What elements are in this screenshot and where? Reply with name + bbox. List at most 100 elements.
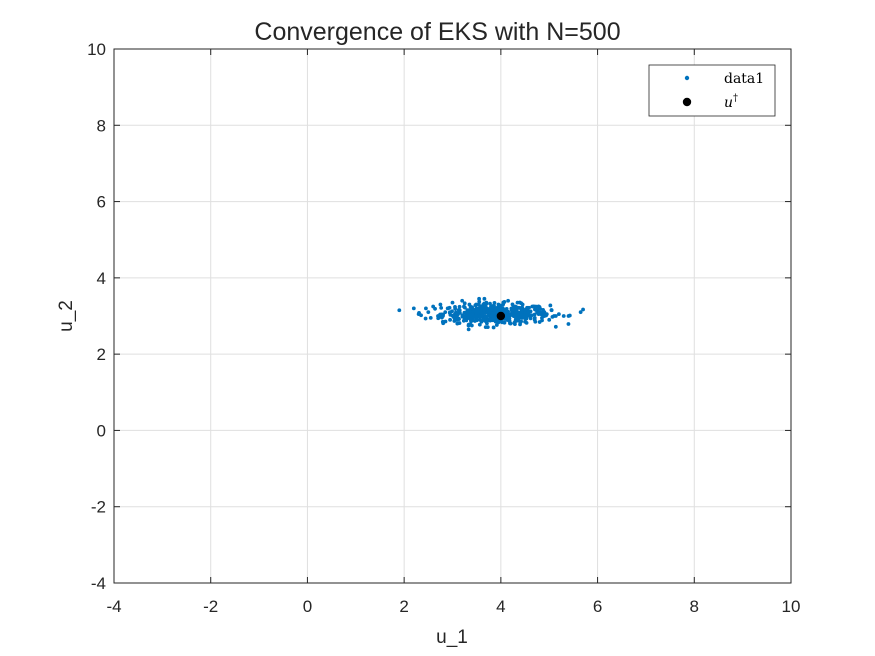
data1-point (541, 307, 545, 312)
data1-point (511, 313, 516, 318)
data1-point (462, 305, 467, 310)
data1-point (550, 314, 555, 319)
data1-point (489, 313, 494, 318)
legend-label-u-dagger: u† (724, 93, 738, 111)
data1-point (485, 306, 490, 311)
data1-point (553, 314, 558, 318)
data1-point (450, 300, 455, 305)
y-tick-label: -2 (91, 498, 106, 517)
data1-point (477, 299, 482, 304)
y-tick-label: 6 (97, 193, 106, 212)
data1-point (533, 319, 538, 324)
axes-box (113, 48, 792, 584)
data1-point (411, 306, 416, 311)
data1-point (488, 301, 492, 306)
data1-point (482, 296, 487, 301)
data1-point (466, 327, 471, 332)
data1-point (474, 313, 479, 318)
data1-point (438, 312, 443, 317)
data1-point (532, 316, 537, 320)
data1-point (441, 321, 446, 326)
data1-point (483, 325, 488, 330)
data1-point (423, 316, 428, 321)
data1-point (566, 322, 571, 326)
data1-point (494, 306, 499, 310)
x-tick-label: -2 (203, 597, 218, 616)
data1-point (541, 310, 546, 315)
data1-point (457, 304, 462, 309)
data1-point (506, 309, 511, 314)
y-tick-label: 10 (87, 40, 106, 59)
data1-point (535, 308, 540, 312)
data1-point (519, 308, 524, 313)
data1-point (525, 305, 529, 310)
data1-point (451, 315, 456, 320)
x-axis-label: u_1 (436, 627, 468, 648)
data1-point (468, 304, 473, 309)
y-tick-label: -4 (91, 574, 106, 593)
data1-point (477, 296, 481, 301)
y-axis-label: u_2 (56, 300, 77, 332)
data1-point (436, 316, 441, 321)
data1-point (507, 316, 512, 321)
data1-point (527, 310, 531, 314)
data1-point (543, 313, 548, 318)
data1-point (556, 312, 561, 316)
data1-point (510, 308, 514, 313)
data1-point (448, 317, 452, 322)
data1-point (549, 308, 554, 312)
data1-point (567, 313, 572, 318)
data1-point (561, 314, 566, 318)
y-tick-label: 4 (97, 269, 106, 288)
data1-point (494, 323, 499, 327)
data1-point (480, 305, 485, 310)
data1-point (547, 317, 552, 322)
data1-point (514, 305, 519, 310)
data1-point (490, 304, 495, 308)
data1-point (447, 305, 452, 310)
x-tick-label: 10 (782, 597, 801, 616)
data1-point (454, 310, 458, 315)
data1-point (519, 301, 524, 306)
y-tick-label: 8 (97, 116, 106, 135)
x-tick-label: 4 (496, 597, 505, 616)
data1-point (470, 312, 475, 316)
data1-point (524, 321, 529, 325)
data1-point (455, 318, 459, 322)
data1-point (512, 321, 517, 325)
x-tick-label: 6 (593, 597, 602, 616)
data1-point (473, 303, 478, 308)
data1-point (524, 313, 529, 318)
data1-point (477, 302, 481, 307)
ticks: -4 -2 0 2 4 6 8 10 -4 -2 0 2 4 6 8 10 (87, 40, 800, 616)
data1-point (474, 317, 479, 321)
data1-point (492, 300, 497, 305)
data1-point (469, 319, 473, 324)
data1-point (529, 313, 534, 318)
x-tick-label: -4 (106, 597, 121, 616)
data1-point (528, 316, 533, 321)
data1-point (508, 312, 512, 317)
data1-point (578, 310, 583, 315)
data1-point (521, 313, 526, 318)
data1-point (460, 298, 465, 303)
data1-point (453, 304, 457, 309)
x-tick-label: 0 (303, 597, 312, 616)
x-tick-label: 2 (399, 597, 408, 616)
data1-point (433, 306, 437, 311)
data1-point (532, 312, 537, 317)
data1-point (462, 301, 467, 306)
y-tick-label: 0 (97, 421, 106, 440)
data1-point (537, 320, 542, 324)
data1-point (482, 317, 487, 322)
data1-point (481, 311, 485, 316)
data1-point (468, 322, 473, 327)
data1-point (417, 311, 421, 315)
x-tick-label: 8 (690, 597, 699, 616)
data1-point (537, 311, 542, 316)
data1-point (491, 325, 496, 330)
data1-point (464, 318, 469, 323)
data1-point (506, 298, 511, 303)
data1-point (447, 310, 452, 315)
data1-point (500, 320, 504, 325)
